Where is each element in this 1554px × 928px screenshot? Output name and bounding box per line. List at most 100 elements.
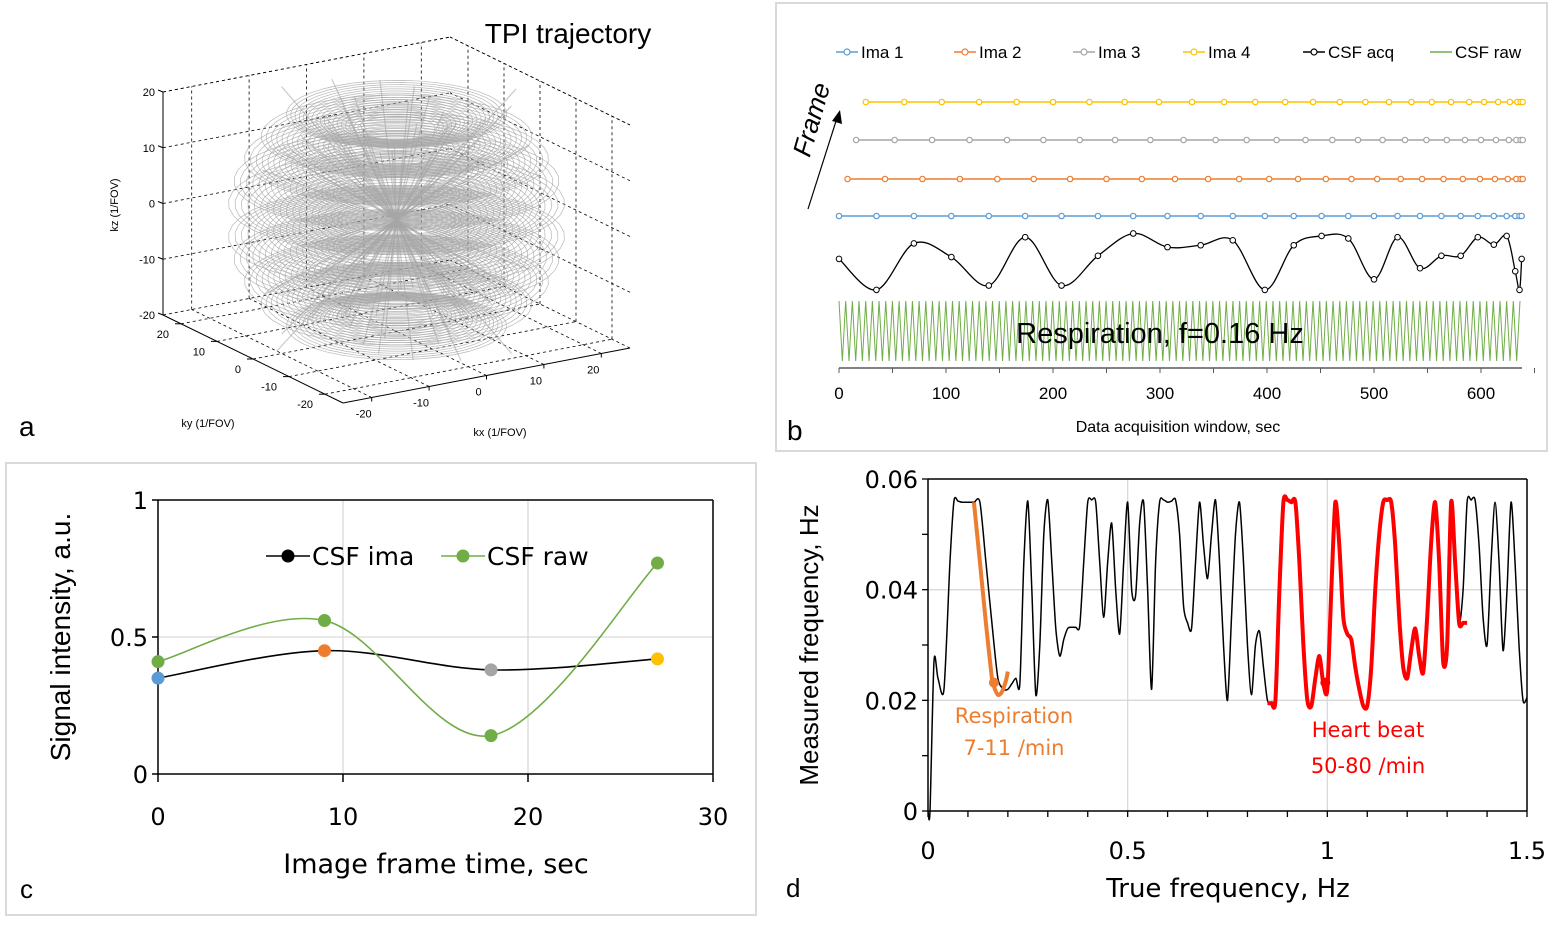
- trajectory-spoke: [395, 219, 440, 344]
- trajectory-spoke: [395, 123, 418, 221]
- trajectory-ring: [336, 105, 457, 143]
- frame-marker: [1302, 136, 1309, 144]
- frame-marker: [1373, 175, 1381, 183]
- heartbeat-label: Heart beat: [1312, 718, 1424, 742]
- legend-marker: [456, 549, 470, 563]
- trajectory-spoke: [377, 219, 398, 354]
- frame-marker: [1394, 212, 1401, 220]
- trajectory-spoke: [354, 182, 397, 221]
- grid-line: [162, 92, 451, 149]
- csf-acq-marker: [1416, 264, 1424, 272]
- panel-c-legend: CSF ima CSF raw: [266, 542, 589, 571]
- trajectory-spoke: [281, 86, 397, 221]
- panel-c-xlabel: Image frame time, sec: [283, 849, 588, 880]
- trajectory-ring: [353, 299, 440, 327]
- panel-a-title: TPI trajectory: [485, 18, 651, 49]
- panel-d: 0 0.02 0.04 0.06 0 0.5 1 1.5 Measured frequency…: [786, 466, 1546, 904]
- panel-b-frame-rows: [835, 98, 1527, 220]
- csf-acq-line: [838, 232, 1523, 291]
- legend-label: CSF ima: [312, 542, 414, 571]
- trajectory-spoke: [262, 169, 397, 221]
- frame-marker: [1229, 212, 1237, 220]
- legend-marker: [961, 48, 969, 56]
- frame-marker: [1058, 212, 1065, 220]
- trajectory-ring: [302, 137, 491, 196]
- frame-marker: [985, 212, 993, 220]
- trajectory-spoke: [396, 219, 469, 326]
- frame-marker: [1370, 212, 1378, 220]
- data-point: [318, 614, 331, 628]
- legend-item: CSF ima: [266, 542, 414, 571]
- trajectory-ring: [285, 130, 508, 199]
- legend-marker: [843, 48, 851, 56]
- frame-marker: [1518, 212, 1525, 220]
- trajectory-ring: [271, 99, 522, 177]
- series-line-csf-raw: [157, 562, 659, 737]
- panel-a-trajectory: [228, 79, 565, 361]
- data-point: [484, 663, 498, 677]
- trajectory-spoke: [395, 219, 414, 361]
- csf-acq-marker: [985, 282, 993, 289]
- frame-marker: [1423, 136, 1430, 144]
- x-tick-label: 0.5: [1109, 837, 1147, 865]
- trajectory-ring: [276, 101, 517, 176]
- frame-marker: [1103, 175, 1110, 183]
- csf-acq-marker: [1058, 282, 1065, 289]
- trajectory-spoke: [396, 219, 470, 314]
- trajectory-spoke: [395, 219, 400, 293]
- frame-marker: [1243, 136, 1250, 144]
- frame-marker: [1220, 98, 1228, 106]
- trajectory-ring: [345, 109, 448, 142]
- frame-marker: [1416, 212, 1424, 220]
- frame-marker: [1408, 98, 1415, 106]
- panel-b-csf-acq: [835, 230, 1525, 294]
- trajectory-ring: [291, 109, 502, 174]
- y-tick-label: 0: [133, 761, 148, 789]
- frame-marker: [1164, 212, 1171, 220]
- ky-tick-label: 0: [235, 364, 241, 376]
- frame-marker: [1155, 98, 1163, 106]
- frame-marker: [1322, 175, 1330, 183]
- trajectory-spoke: [391, 149, 398, 221]
- frame-marker: [1138, 175, 1146, 183]
- x-tick-label: 1: [1320, 837, 1335, 865]
- frame-marker: [881, 175, 889, 183]
- frame-marker: [1345, 212, 1352, 220]
- frame-marker: [852, 136, 860, 144]
- trajectory-spoke: [396, 156, 491, 221]
- trajectory-spoke: [305, 166, 397, 221]
- respiration-label: Respiration: [955, 704, 1073, 728]
- frame-marker: [844, 175, 851, 183]
- frame-marker: [948, 212, 955, 220]
- trajectory-ring: [241, 157, 552, 253]
- series-marker: [1320, 677, 1331, 688]
- x-tick-label: 500: [1360, 384, 1388, 403]
- x-tick-label: 400: [1253, 384, 1281, 403]
- frame-marker: [1505, 136, 1513, 144]
- trajectory-ring: [298, 182, 495, 243]
- panel-a-label: a: [19, 411, 35, 442]
- panel-d-ylabel: Measured frequency, Hz: [794, 504, 824, 785]
- csf-acq-marker: [1129, 230, 1137, 237]
- ky-tick-label: -20: [297, 399, 313, 411]
- frame-marker: [1030, 175, 1038, 183]
- csf-raw-wave: [838, 300, 1521, 362]
- frame-marker: [1348, 175, 1355, 183]
- panel-b-legend: Ima 1 Ima 2 Ima 3 Ima 4 CSF acq CSF raw: [836, 43, 1522, 62]
- trajectory-spoke: [396, 219, 492, 305]
- frame-marker: [1188, 98, 1196, 106]
- panel-d-xlabel: True frequency, Hz: [1105, 874, 1350, 904]
- trajectory-ring: [319, 96, 474, 145]
- frame-row-1: [835, 212, 1525, 220]
- panel-b-frame: [775, 2, 1548, 452]
- trajectory-ring: [305, 184, 488, 242]
- csf-acq-marker: [948, 253, 955, 261]
- trajectory-ring: [325, 148, 468, 193]
- frame-marker: [1397, 175, 1405, 183]
- legend-label: CSF raw: [487, 542, 589, 571]
- frame-marker: [910, 212, 918, 220]
- frame-marker: [1476, 175, 1484, 183]
- trajectory-ring: [247, 159, 546, 252]
- frame-marker: [1491, 175, 1499, 183]
- y-tick-label: 1: [133, 487, 148, 515]
